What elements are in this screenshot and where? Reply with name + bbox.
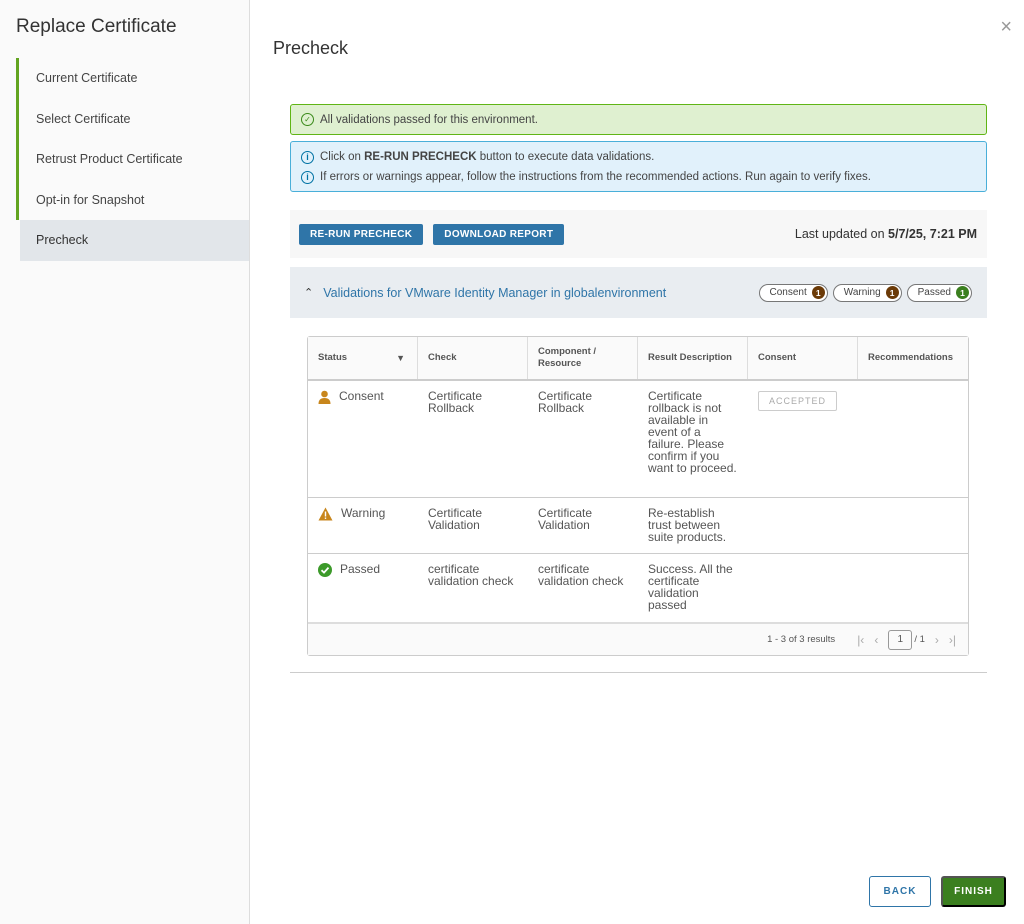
passed-pill: Passed 1 (906, 283, 972, 302)
component-cell: Certificate Validation (538, 506, 593, 532)
precheck-toolbar: RE-RUN PRECHECK DOWNLOAD REPORT Last upd… (290, 210, 987, 258)
result-cell: Success. All the certificate validation … (648, 562, 733, 612)
pill-label: Passed (917, 287, 951, 298)
pill-count: 1 (811, 286, 825, 299)
wizard-sidebar: Replace Certificate Current Certificate … (0, 0, 250, 924)
back-button[interactable]: BACK (869, 876, 931, 907)
pill-label: Consent (769, 287, 807, 298)
status-pills: Consent 1 Warning 1 Passed 1 (758, 283, 972, 302)
validation-group-header[interactable]: ⌃ Validations for VMware Identity Manage… (290, 267, 987, 318)
success-alert-text: All validations passed for this environm… (320, 113, 538, 126)
component-cell: Certificate Rollback (538, 389, 593, 415)
step-opt-in-snapshot[interactable]: Opt-in for Snapshot (16, 179, 249, 220)
filter-icon[interactable]: ▼ (396, 353, 405, 363)
info-line-1: Click on RE-RUN PRECHECK button to execu… (320, 151, 654, 163)
step-current-certificate[interactable]: Current Certificate (16, 58, 249, 99)
check-circle-icon: ✓ (301, 113, 314, 126)
page-input[interactable]: 1 (888, 629, 913, 650)
consent-cell (748, 554, 858, 623)
step-precheck[interactable]: Precheck (20, 220, 249, 261)
validation-table: Status ▼ Check Component / Resource Resul… (307, 336, 969, 656)
table-row: Warning Certificate Validation Certifica… (308, 498, 968, 554)
last-updated-value: 5/7/25, 7:21 PM (888, 227, 977, 241)
total-pages: / 1 (914, 634, 925, 645)
close-icon[interactable]: × (1000, 16, 1012, 38)
divider (290, 672, 987, 673)
check-cell: Certificate Validation (428, 506, 483, 532)
table-row: Passed certificate validation check cert… (308, 554, 968, 623)
check-circle-icon (318, 563, 332, 577)
status-cell: Warning (308, 498, 418, 553)
recommendations-cell (858, 381, 968, 497)
column-header-check[interactable]: Check (418, 337, 528, 379)
finish-button[interactable]: FINISH (941, 876, 1006, 907)
pill-label: Warning (843, 287, 881, 298)
result-cell: Re-establish trust between suite product… (648, 506, 727, 544)
consent-pill: Consent 1 (758, 283, 828, 302)
status-text: Passed (340, 562, 381, 576)
wizard-title: Replace Certificate (16, 16, 177, 37)
info-line-1-prefix: Click on (320, 151, 365, 163)
last-updated: Last updated on 5/7/25, 7:21 PM (795, 227, 977, 241)
recommendations-cell (858, 498, 968, 553)
check-cell: Certificate Rollback (428, 389, 483, 415)
chevron-up-icon[interactable]: ⌃ (304, 287, 314, 299)
status-cell: Passed (308, 554, 418, 623)
info-line-1-suffix: button to execute data validations. (476, 151, 655, 163)
results-summary: 1 - 3 of 3 results (767, 634, 836, 645)
consent-cell: ACCEPTED (748, 381, 858, 497)
info-line-2: If errors or warnings appear, follow the… (320, 171, 871, 183)
column-header-status[interactable]: Status ▼ (308, 337, 418, 379)
status-text: Warning (341, 506, 386, 520)
status-cell: Consent (308, 381, 418, 497)
page-title: Precheck (273, 38, 349, 58)
pill-count: 1 (885, 286, 899, 299)
table-row: Consent Certificate Rollback Certificate… (308, 381, 968, 498)
info-icon: i (301, 150, 314, 164)
column-header-result[interactable]: Result Description (638, 337, 748, 379)
download-report-button[interactable]: DOWNLOAD REPORT (433, 223, 565, 245)
consent-cell (748, 498, 858, 553)
previous-page-icon[interactable]: ‹ (874, 632, 879, 647)
next-page-icon[interactable]: › (934, 632, 939, 647)
column-header-component[interactable]: Component / Resource (528, 337, 638, 379)
user-icon (318, 390, 331, 404)
first-page-icon[interactable]: |‹ (857, 632, 865, 647)
info-icon: i (301, 170, 314, 184)
accepted-button[interactable]: ACCEPTED (758, 391, 838, 411)
warning-pill: Warning 1 (832, 283, 902, 302)
table-footer: 1 - 3 of 3 results |‹ ‹ 1 / 1 › ›| (308, 622, 968, 655)
success-alert: ✓ All validations passed for this enviro… (290, 104, 987, 135)
wizard-steps: Current Certificate Select Certificate R… (16, 58, 249, 261)
step-retrust-product-certificate[interactable]: Retrust Product Certificate (16, 139, 249, 180)
last-updated-label: Last updated on (794, 227, 889, 241)
info-line-1-bold: RE-RUN PRECHECK (364, 151, 477, 163)
step-select-certificate[interactable]: Select Certificate (16, 98, 249, 139)
table-header: Status ▼ Check Component / Resource Resul… (308, 337, 968, 381)
warning-icon (318, 507, 333, 521)
last-page-icon[interactable]: ›| (948, 632, 956, 647)
pill-count: 1 (956, 286, 969, 299)
column-header-consent[interactable]: Consent (748, 337, 858, 379)
validation-group-title[interactable]: Validations for VMware Identity Manager … (323, 285, 667, 300)
component-cell: certificate validation check (538, 562, 624, 588)
info-alert: i Click on RE-RUN PRECHECK button to exe… (290, 141, 987, 192)
recommendations-cell (858, 554, 968, 623)
status-text: Consent (339, 389, 384, 403)
rerun-precheck-button[interactable]: RE-RUN PRECHECK (299, 223, 424, 245)
check-cell: certificate validation check (428, 562, 514, 588)
column-label: Status (318, 352, 348, 363)
column-header-recommendations[interactable]: Recommendations (868, 352, 953, 363)
result-cell: Certificate rollback is not available in… (648, 389, 737, 475)
